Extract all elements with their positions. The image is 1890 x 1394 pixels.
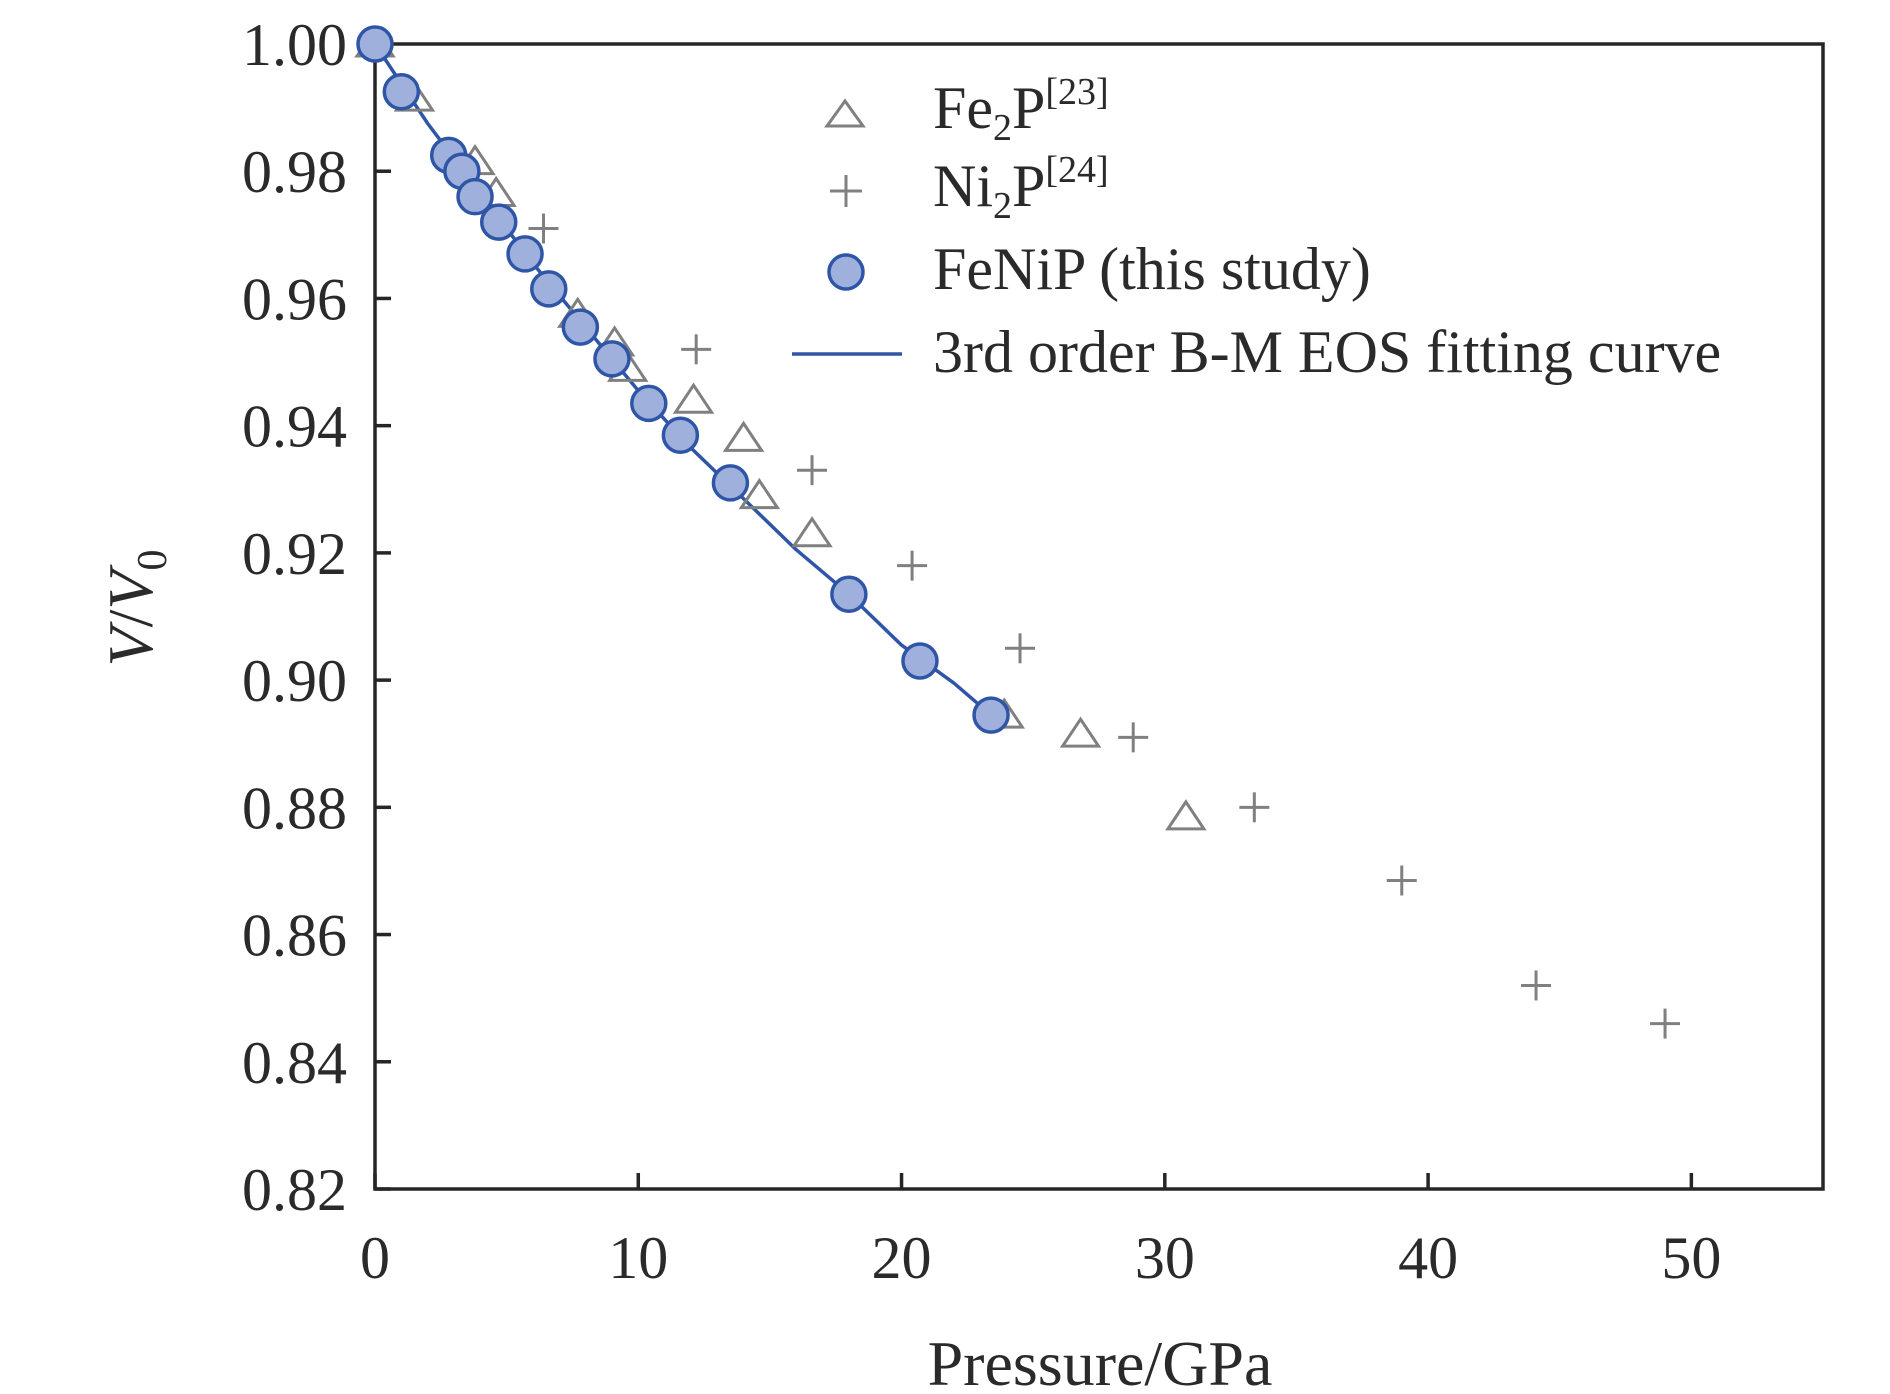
ni2p-point: [1650, 1008, 1681, 1039]
fenip-point: [711, 464, 750, 502]
fe2p-point: [1165, 799, 1207, 831]
fenip-point: [830, 575, 868, 613]
ni2p-point: [1386, 865, 1417, 896]
ni2p-series: [528, 213, 1681, 1039]
y-axis-label: V/V0: [95, 550, 176, 667]
fenip-point: [593, 340, 631, 378]
fe2p-point: [672, 382, 715, 414]
legend-marker-ni2p: [830, 175, 862, 207]
fenip-point: [972, 696, 1010, 734]
ni2p-point: [681, 334, 712, 365]
fenip-point: [506, 235, 544, 273]
legend-marker-fenip: [827, 253, 865, 291]
fenip-point: [530, 270, 568, 308]
legend-label-ni2p: Ni2P[24]: [933, 149, 1109, 227]
y-tick-label: 0.96: [242, 266, 347, 332]
y-tick-label: 1.00: [242, 12, 347, 78]
x-axis-label: Pressure/GPa: [928, 1328, 1273, 1394]
y-tick-label: 0.82: [242, 1157, 347, 1223]
legend-label-fit-curve: 3rd order B-M EOS fitting curve: [933, 319, 1721, 385]
x-tick-label: 40: [1398, 1225, 1458, 1291]
plot-frame: [373, 42, 1825, 1191]
y-tick-label: 0.90: [242, 648, 347, 714]
y-tick-label: 0.92: [242, 521, 347, 587]
ni2p-point: [797, 455, 828, 486]
ni2p-point: [897, 550, 928, 581]
fe2p-point: [738, 477, 781, 510]
ni2p-point: [528, 213, 559, 244]
x-tick-label: 0: [360, 1225, 390, 1291]
ni2p-point: [1239, 792, 1270, 823]
fit-curve-layer: [373, 43, 993, 717]
y-axis-ticks: 0.82 0.84 0.86 0.88 0.90 0.92 0.94 0.96 0.98 1.00: [242, 12, 391, 1223]
legend-label-fenip: FeNiP (this study): [933, 236, 1371, 302]
fenip-series: [356, 25, 1010, 734]
legend-marker-fe2p: [824, 98, 866, 128]
ni2p-point: [1118, 722, 1149, 753]
x-tick-label: 20: [872, 1225, 932, 1291]
fit-curve-line: [373, 43, 993, 717]
fe2p-point: [1059, 716, 1102, 748]
x-tick-label: 30: [1135, 1225, 1195, 1291]
legend-label-fe2p: Fe2P[23]: [933, 71, 1109, 149]
ni2p-point: [1521, 970, 1552, 1001]
fenip-point: [630, 384, 668, 423]
fenip-point: [456, 177, 494, 216]
ni2p-point: [1005, 633, 1036, 664]
y-tick-label: 0.86: [242, 903, 347, 969]
fe2p-point: [791, 516, 833, 548]
fenip-point: [661, 416, 700, 454]
x-tick-label: 50: [1661, 1225, 1721, 1291]
y-tick-label: 0.88: [242, 775, 347, 841]
fenip-point: [479, 203, 518, 241]
y-tick-label: 0.84: [242, 1030, 347, 1096]
y-tick-label: 0.94: [242, 394, 347, 460]
legend: Fe2P[23] Ni2P[24] FeNiP (this study) 3rd…: [792, 71, 1721, 385]
y-tick-label: 0.98: [242, 139, 347, 205]
fenip-point: [901, 642, 939, 680]
fe2p-point: [722, 420, 765, 452]
x-tick-label: 10: [608, 1225, 668, 1291]
fenip-point: [356, 25, 394, 63]
x-axis-ticks: 0 10 20 30 40 50: [360, 1173, 1721, 1291]
fenip-point: [382, 72, 421, 111]
fenip-point: [561, 308, 600, 346]
